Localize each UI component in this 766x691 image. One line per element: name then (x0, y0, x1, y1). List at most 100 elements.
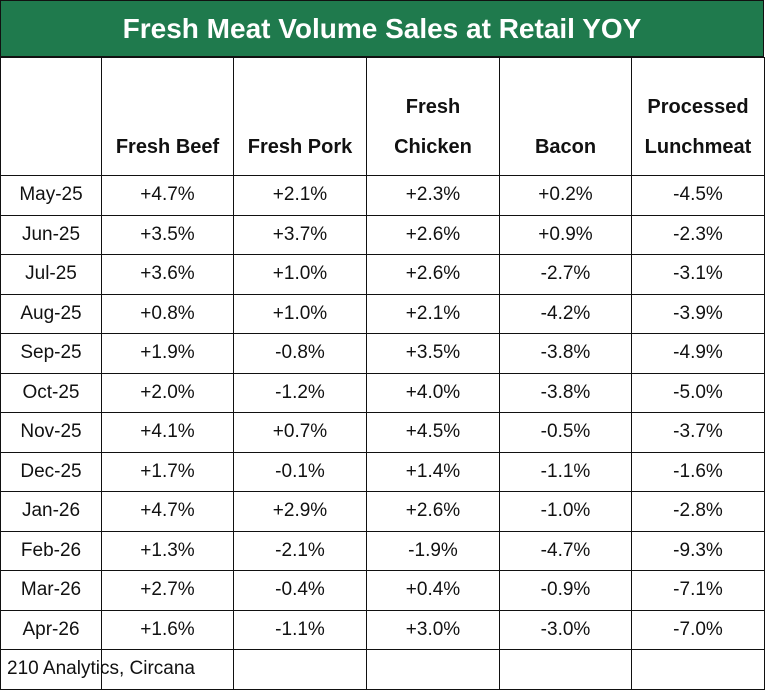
cell-bacon: -3.8% (499, 372, 632, 413)
header-cell-fresh-beef: Fresh Beef (101, 57, 234, 176)
cell-processed-lunchmeat: -3.1% (631, 254, 765, 295)
cell-processed-lunchmeat: -3.9% (631, 293, 765, 334)
empty-cell (233, 649, 367, 690)
cell-fresh-beef: +4.1% (101, 412, 234, 453)
cell-fresh-pork: -1.2% (233, 372, 367, 413)
table-row: Oct-25 +2.0% -1.2% +4.0% -3.8% -5.0% (0, 372, 765, 413)
header-cell-bacon: Bacon (499, 57, 632, 176)
table-row: Jun-25 +3.5% +3.7% +2.6% +0.9% -2.3% (0, 214, 765, 255)
cell-bacon: -4.7% (499, 530, 632, 571)
cell-fresh-chicken: +3.0% (366, 609, 500, 650)
cell-processed-lunchmeat: -9.3% (631, 530, 765, 571)
row-label-month: Apr-26 (0, 609, 102, 650)
cell-fresh-chicken: +2.6% (366, 214, 500, 255)
cell-bacon: -2.7% (499, 254, 632, 295)
header-cell-fresh-pork: Fresh Pork (233, 57, 367, 176)
cell-fresh-pork: +0.7% (233, 412, 367, 453)
cell-processed-lunchmeat: -7.1% (631, 570, 765, 611)
row-label-month: Jul-25 (0, 254, 102, 295)
cell-fresh-beef: +3.5% (101, 214, 234, 255)
cell-fresh-pork: +3.7% (233, 214, 367, 255)
row-label-month: Mar-26 (0, 570, 102, 611)
empty-cell (499, 649, 632, 690)
row-label-month: May-25 (0, 175, 102, 216)
cell-fresh-beef: +1.6% (101, 609, 234, 650)
cell-fresh-pork: -2.1% (233, 530, 367, 571)
row-label-month: Nov-25 (0, 412, 102, 453)
cell-fresh-beef: +4.7% (101, 491, 234, 532)
table-row: Mar-26 +2.7% -0.4% +0.4% -0.9% -7.1% (0, 570, 765, 611)
cell-fresh-chicken: +2.6% (366, 254, 500, 295)
cell-fresh-chicken: +4.5% (366, 412, 500, 453)
cell-fresh-chicken: +0.4% (366, 570, 500, 611)
cell-fresh-pork: +1.0% (233, 254, 367, 295)
table-row: Aug-25 +0.8% +1.0% +2.1% -4.2% -3.9% (0, 293, 765, 334)
cell-bacon: -3.8% (499, 333, 632, 374)
table-row: Jan-26 +4.7% +2.9% +2.6% -1.0% -2.8% (0, 491, 765, 532)
row-label-month: Oct-25 (0, 372, 102, 413)
cell-fresh-pork: +1.0% (233, 293, 367, 334)
row-label-month: Jun-25 (0, 214, 102, 255)
row-label-month: Jan-26 (0, 491, 102, 532)
cell-bacon: +0.9% (499, 214, 632, 255)
header-cell-corner (0, 57, 102, 176)
cell-processed-lunchmeat: -2.8% (631, 491, 765, 532)
cell-bacon: -3.0% (499, 609, 632, 650)
cell-fresh-beef: +3.6% (101, 254, 234, 295)
cell-fresh-chicken: +3.5% (366, 333, 500, 374)
table-row: Jul-25 +3.6% +1.0% +2.6% -2.7% -3.1% (0, 254, 765, 295)
cell-fresh-beef: +4.7% (101, 175, 234, 216)
table-row: May-25 +4.7% +2.1% +2.3% +0.2% -4.5% (0, 175, 765, 216)
header-row: Fresh Beef Fresh Pork Fresh Chicken Baco… (0, 57, 765, 176)
cell-fresh-beef: +0.8% (101, 293, 234, 334)
cell-fresh-pork: -1.1% (233, 609, 367, 650)
table-row: Sep-25 +1.9% -0.8% +3.5% -3.8% -4.9% (0, 333, 765, 374)
cell-fresh-chicken: +2.6% (366, 491, 500, 532)
cell-fresh-beef: +1.3% (101, 530, 234, 571)
row-label-month: Sep-25 (0, 333, 102, 374)
cell-processed-lunchmeat: -4.5% (631, 175, 765, 216)
cell-fresh-pork: -0.1% (233, 451, 367, 492)
source-note: 210 Analytics, Circana (0, 649, 195, 690)
cell-fresh-beef: +2.7% (101, 570, 234, 611)
cell-bacon: -1.0% (499, 491, 632, 532)
cell-processed-lunchmeat: -7.0% (631, 609, 765, 650)
cell-processed-lunchmeat: -4.9% (631, 333, 765, 374)
cell-bacon: -1.1% (499, 451, 632, 492)
table-title: Fresh Meat Volume Sales at Retail YOY (0, 0, 764, 57)
source-row: 210 Analytics, Circana (0, 649, 765, 690)
table-row: Nov-25 +4.1% +0.7% +4.5% -0.5% -3.7% (0, 412, 765, 453)
empty-cell (101, 649, 234, 690)
table-row: Feb-26 +1.3% -2.1% -1.9% -4.7% -9.3% (0, 530, 765, 571)
cell-fresh-pork: +2.1% (233, 175, 367, 216)
cell-fresh-beef: +1.9% (101, 333, 234, 374)
cell-bacon: -0.5% (499, 412, 632, 453)
cell-fresh-pork: -0.4% (233, 570, 367, 611)
cell-processed-lunchmeat: -1.6% (631, 451, 765, 492)
row-label-month: Dec-25 (0, 451, 102, 492)
cell-fresh-chicken: +2.3% (366, 175, 500, 216)
table-body: May-25 +4.7% +2.1% +2.3% +0.2% -4.5% Jun-25 +3.… (0, 175, 765, 690)
table-row: Apr-26 +1.6% -1.1% +3.0% -3.0% -7.0% (0, 609, 765, 650)
cell-fresh-chicken: +4.0% (366, 372, 500, 413)
empty-cell (366, 649, 500, 690)
row-label-month: Aug-25 (0, 293, 102, 334)
cell-bacon: +0.2% (499, 175, 632, 216)
cell-processed-lunchmeat: -3.7% (631, 412, 765, 453)
cell-fresh-pork: +2.9% (233, 491, 367, 532)
empty-cell (631, 649, 765, 690)
cell-fresh-chicken: -1.9% (366, 530, 500, 571)
cell-fresh-chicken: +1.4% (366, 451, 500, 492)
cell-bacon: -4.2% (499, 293, 632, 334)
header-cell-processed-lunchmeat: Processed Lunchmeat (631, 57, 765, 176)
cell-processed-lunchmeat: -2.3% (631, 214, 765, 255)
cell-fresh-chicken: +2.1% (366, 293, 500, 334)
cell-bacon: -0.9% (499, 570, 632, 611)
cell-processed-lunchmeat: -5.0% (631, 372, 765, 413)
row-label-month: Feb-26 (0, 530, 102, 571)
cell-fresh-beef: +2.0% (101, 372, 234, 413)
cell-fresh-beef: +1.7% (101, 451, 234, 492)
table-row: Dec-25 +1.7% -0.1% +1.4% -1.1% -1.6% (0, 451, 765, 492)
data-table: Fresh Beef Fresh Pork Fresh Chicken Baco… (0, 57, 765, 690)
